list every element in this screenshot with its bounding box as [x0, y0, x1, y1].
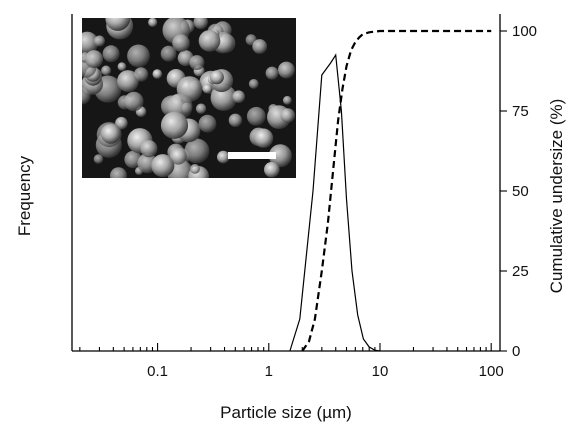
particle — [280, 108, 296, 123]
particle — [193, 18, 208, 30]
y-right-tick-label: 0 — [512, 343, 520, 360]
particle — [253, 128, 274, 148]
particle — [152, 69, 163, 79]
particle — [94, 35, 105, 47]
scale-bar — [228, 152, 276, 159]
particle — [140, 140, 158, 158]
y-left-axis-title: Frequency — [15, 155, 34, 236]
frequency-line — [289, 53, 381, 352]
x-tick-label: 10 — [372, 363, 389, 380]
particle — [190, 164, 200, 174]
particle — [82, 31, 99, 54]
particle — [246, 106, 266, 126]
particle — [232, 90, 245, 103]
x-tick-label: 100 — [479, 363, 504, 380]
chart-series — [289, 29, 492, 352]
particle — [172, 34, 190, 52]
y-right-tick-label: 75 — [512, 103, 529, 120]
particle — [100, 123, 121, 144]
cumulative-undersize-line — [301, 29, 492, 352]
particle — [117, 70, 139, 92]
sem-micrograph-inset — [82, 18, 296, 178]
particle — [210, 84, 237, 111]
x-axis-ticks: 0.1 1 10 100 — [79, 343, 504, 380]
particle — [202, 83, 213, 94]
particle — [148, 18, 158, 27]
y-right-tick-label: 50 — [512, 183, 529, 200]
particle — [160, 45, 177, 62]
particle — [195, 103, 207, 114]
x-axis-title: Particle size (µm) — [220, 403, 352, 422]
particle — [278, 61, 295, 79]
particle — [198, 30, 221, 52]
particle — [102, 45, 120, 63]
x-tick-label: 0.1 — [147, 363, 168, 380]
particle — [85, 50, 104, 69]
particle — [264, 161, 280, 178]
particle — [127, 44, 150, 68]
particle — [124, 91, 144, 112]
y-right-axis-ticks: 0 25 50 75 100 — [500, 23, 537, 360]
y-right-tick-label: 100 — [512, 23, 537, 40]
particle — [268, 144, 292, 168]
particle — [282, 95, 292, 105]
x-tick-label: 1 — [265, 363, 273, 380]
particle — [217, 150, 230, 164]
particle — [82, 87, 91, 105]
particle — [151, 154, 175, 178]
particle — [169, 147, 187, 165]
particle — [184, 138, 210, 164]
particle — [209, 70, 224, 85]
particle — [133, 67, 149, 82]
particle — [189, 55, 205, 71]
particle — [101, 65, 112, 76]
particle — [117, 62, 127, 71]
particle — [160, 111, 189, 139]
y-right-tick-label: 25 — [512, 263, 529, 280]
particle — [110, 167, 127, 178]
particle — [265, 66, 279, 80]
particle — [105, 18, 131, 31]
y-right-axis-title: Cumulative undersize (%) — [547, 99, 566, 294]
particle — [228, 113, 243, 128]
particle — [198, 114, 217, 133]
particle — [93, 154, 104, 164]
particle — [252, 39, 268, 54]
particle — [248, 79, 259, 89]
